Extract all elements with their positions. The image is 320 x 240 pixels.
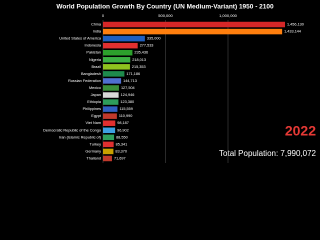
bar xyxy=(103,28,283,35)
bar xyxy=(103,141,114,148)
bar xyxy=(103,113,117,119)
bar xyxy=(103,35,145,42)
value-label: 235,436 xyxy=(134,51,148,55)
bar xyxy=(103,106,118,112)
bar xyxy=(103,78,122,84)
value-label: 98,187 xyxy=(117,121,129,125)
value-label: 123,380 xyxy=(120,100,134,104)
value-label: 71,697 xyxy=(114,156,126,160)
page: {"chart_data": {"type": "bar", "orientat… xyxy=(43,3,317,163)
value-label: 1,433,144 xyxy=(284,30,301,34)
bar xyxy=(103,148,114,155)
bar xyxy=(103,99,119,105)
y-tick-label: Thailand xyxy=(86,156,101,160)
chart-title: World Population Growth By Country (UN M… xyxy=(56,4,274,11)
bar xyxy=(103,120,116,126)
value-label: 110,990 xyxy=(119,114,132,118)
y-tick-label: Ethiopia xyxy=(87,100,102,104)
bar xyxy=(103,155,112,162)
bar xyxy=(103,134,115,141)
x-tick-label: 1,000,000 xyxy=(219,13,238,18)
y-tick-label: India xyxy=(93,30,102,34)
value-label: 115,559 xyxy=(119,107,132,111)
year-label: 2022 xyxy=(285,123,316,139)
bar xyxy=(103,85,119,91)
y-tick-label: Mexico xyxy=(89,86,101,90)
y-tick-label: Indonesia xyxy=(85,44,102,48)
bar xyxy=(103,57,131,63)
bar xyxy=(103,92,119,98)
y-tick-label: Germany xyxy=(85,149,101,153)
y-tick-label: China xyxy=(91,23,102,27)
bar xyxy=(103,64,130,70)
y-tick-label: Viet Nam xyxy=(85,121,101,125)
value-label: 124,946 xyxy=(121,93,135,97)
value-label: 215,353 xyxy=(132,65,146,69)
y-tick-label: Iran (Islamic Republic of) xyxy=(59,135,102,139)
value-label: 218,013 xyxy=(132,58,146,62)
value-label: 1,456,130 xyxy=(287,23,304,27)
value-label: 88,550 xyxy=(116,135,128,139)
total-label: Total Population: 7,990,072 xyxy=(219,149,317,158)
value-label: 127,504 xyxy=(121,86,135,90)
bar xyxy=(103,127,116,134)
y-tick-label: Egypt xyxy=(91,114,102,118)
y-tick-label: Philippines xyxy=(83,107,101,111)
value-label: 277,533 xyxy=(140,44,154,48)
chart: World Population Growth By Country (UN M… xyxy=(43,3,317,163)
bar xyxy=(103,21,286,28)
y-tick-label: Russian Federation xyxy=(68,79,101,83)
value-label: 85,341 xyxy=(116,142,128,146)
x-tick-label: 0 xyxy=(102,13,105,18)
bar xyxy=(103,49,133,56)
bar xyxy=(103,42,138,49)
bar xyxy=(103,71,125,77)
y-tick-label: Nigeria xyxy=(89,58,102,62)
y-tick-label: Turkey xyxy=(90,142,102,146)
y-tick-label: Democratic Republic of the Congo xyxy=(43,128,101,132)
value-label: 335,000 xyxy=(147,37,161,41)
x-tick-label: 500,000 xyxy=(158,13,173,18)
y-tick-label: United States of America xyxy=(59,37,102,41)
value-label: 96,902 xyxy=(117,128,129,132)
y-tick-label: Brazil xyxy=(92,65,102,69)
y-tick-label: Pakistan xyxy=(86,51,101,55)
y-tick-label: Japan xyxy=(91,93,101,97)
value-label: 171,186 xyxy=(126,72,140,76)
value-label: 144,713 xyxy=(123,79,137,83)
value-label: 83,370 xyxy=(115,149,127,153)
y-tick-label: Bangladesh xyxy=(81,72,101,76)
